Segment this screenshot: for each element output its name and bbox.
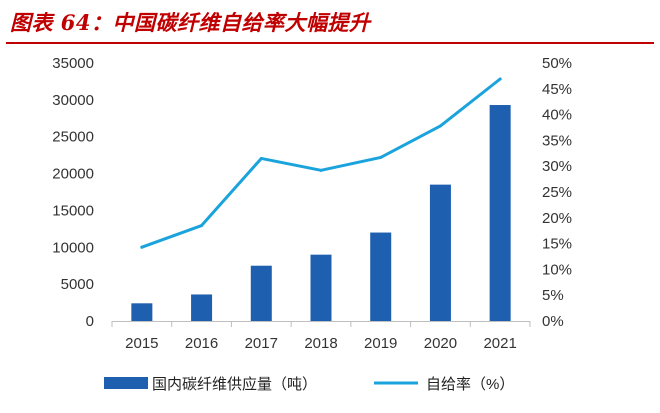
bar [489, 105, 511, 321]
x-tick-label: 2018 [304, 335, 337, 352]
line-point [259, 156, 263, 160]
line-point [319, 168, 323, 172]
x-tick-label: 2020 [424, 335, 457, 352]
x-tick-label: 2016 [185, 335, 218, 352]
bar [310, 254, 332, 321]
legend-bar-label: 国内碳纤维供应量（吨） [152, 375, 317, 393]
x-tick-label: 2021 [483, 335, 516, 352]
line-point [438, 124, 442, 128]
bar [429, 184, 451, 321]
y-left-tick-label: 25000 [52, 129, 94, 146]
x-tick-label: 2019 [364, 335, 397, 352]
bar [250, 265, 272, 321]
y-left-tick-label: 20000 [52, 166, 94, 183]
y-left-tick-label: 5000 [61, 276, 94, 293]
line-point [379, 155, 383, 159]
y-right-tick-label: 5% [542, 287, 564, 304]
title-underline [6, 42, 654, 44]
y-right-tick-label: 20% [542, 210, 572, 227]
y-right-tick-label: 35% [542, 132, 572, 149]
y-right-tick-label: 25% [542, 184, 572, 201]
x-tick-label: 2017 [245, 335, 278, 352]
legend-line-label: 自给率（%） [426, 376, 514, 393]
x-tick-label: 2015 [125, 335, 158, 352]
y-right-tick-label: 30% [542, 158, 572, 175]
y-left-tick-label: 30000 [52, 92, 94, 109]
y-right-tick-label: 40% [542, 107, 572, 124]
line-series [140, 77, 502, 249]
y-left-tick-label: 0 [86, 313, 94, 330]
chart-title: 图表 64：中国碳纤维自给率大幅提升 [10, 10, 371, 35]
bar [370, 232, 392, 321]
line-point [200, 224, 204, 228]
y-right-axis: 0% 5% 10% 15% 20% 25% 30% 35% 40% 45% 50% [542, 55, 572, 330]
bar [191, 294, 213, 321]
y-right-tick-label: 50% [542, 55, 572, 72]
y-right-tick-label: 0% [542, 313, 564, 330]
line-point [140, 245, 144, 249]
y-left-tick-label: 15000 [52, 202, 94, 219]
y-left-tick-label: 10000 [52, 239, 94, 256]
y-right-tick-label: 10% [542, 261, 572, 278]
x-axis: 2015 2016 2017 2018 2019 2020 2021 [111, 321, 531, 352]
y-left-tick-label: 35000 [52, 55, 94, 72]
bar-series [131, 105, 511, 321]
legend-bar-swatch [104, 377, 148, 389]
legend: 国内碳纤维供应量（吨） 自给率（%） [104, 375, 514, 393]
y-right-tick-label: 15% [542, 236, 572, 253]
y-right-tick-label: 45% [542, 81, 572, 98]
y-left-axis: 0 5000 10000 15000 20000 25000 30000 35000 [52, 55, 94, 330]
bar [131, 303, 153, 321]
line-point [498, 77, 502, 81]
title-row: 图表 64：中国碳纤维自给率大幅提升 [6, 4, 654, 44]
